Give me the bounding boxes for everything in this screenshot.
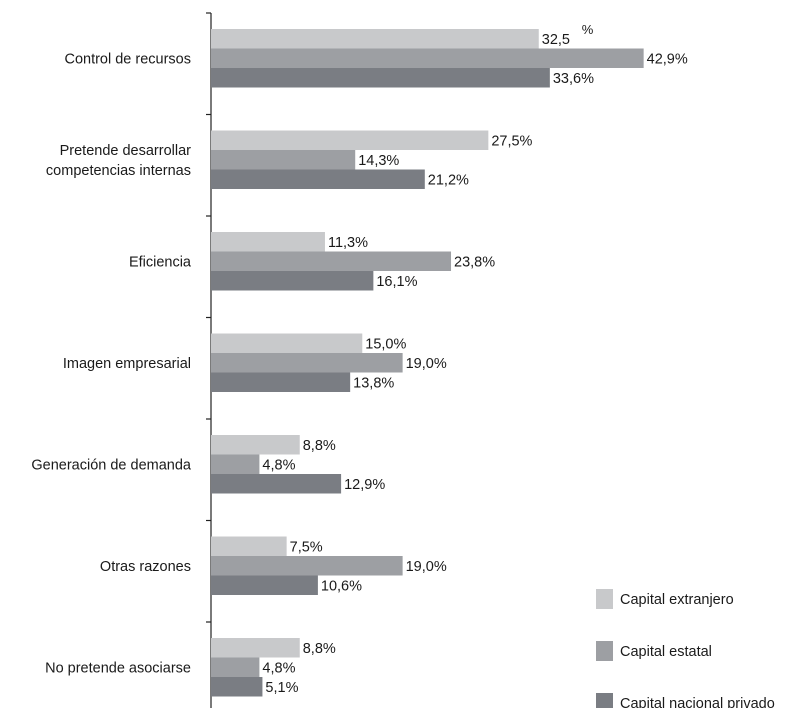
- category-axis: [206, 12, 212, 708]
- data-label: 12,9%: [344, 477, 385, 493]
- data-label: 4,8%: [262, 660, 295, 676]
- bar: [211, 575, 318, 595]
- bar: [211, 169, 425, 189]
- bar: [211, 372, 351, 392]
- legend-swatch: [596, 693, 613, 708]
- legend-label: Capital extranjero: [620, 592, 734, 608]
- category-labels: Control de recursos Pretende desarrollar c…: [31, 51, 192, 676]
- data-label: 19,0%: [406, 559, 447, 575]
- data-label: 14,3%: [358, 153, 399, 169]
- bar: [211, 638, 300, 658]
- bar: [211, 251, 452, 271]
- category-label: Generación de demanda: [31, 457, 192, 473]
- data-label: 13,8%: [353, 375, 394, 391]
- bar: [211, 677, 263, 697]
- data-label: 19,0%: [406, 356, 447, 372]
- category-label: No pretende asociarse: [45, 660, 191, 676]
- bar: [211, 150, 356, 170]
- category-label: Imagen empresarial: [63, 356, 191, 372]
- bar: [211, 130, 489, 150]
- data-label: 27,5%: [491, 133, 532, 149]
- data-label: 21,2%: [428, 172, 469, 188]
- data-label: 4,8%: [262, 457, 295, 473]
- legend-swatch: [596, 641, 613, 661]
- legend-label: Capital estatal: [620, 644, 712, 660]
- bar: [211, 657, 260, 677]
- legend-swatch: [596, 589, 613, 609]
- category-label: Pretende desarrollar: [60, 143, 192, 159]
- bar: [211, 68, 550, 88]
- data-label: 8,8%: [303, 438, 336, 454]
- legend-label: Capital nacional privado: [620, 696, 775, 708]
- category-label: Eficiencia: [129, 254, 192, 270]
- data-label: 42,9%: [647, 51, 688, 67]
- bars-group: 32,5 42,9% 33,6% 27,5% 14,3% 21,2% 11,3% 23,8% 1…: [211, 22, 688, 697]
- data-label: 5,1%: [265, 680, 298, 696]
- bar: [211, 435, 300, 455]
- bar: [211, 536, 287, 556]
- data-label: 7,5%: [290, 539, 323, 555]
- data-label: 32,5: [542, 32, 570, 48]
- bar: [211, 29, 539, 49]
- data-label: 23,8%: [454, 254, 495, 270]
- category-label: competencias internas: [46, 163, 191, 179]
- unit-annotation: %: [582, 22, 594, 37]
- data-label: 16,1%: [376, 274, 417, 290]
- bar: [211, 48, 644, 68]
- bar: [211, 556, 403, 576]
- bar: [211, 353, 403, 373]
- category-label: Otras razones: [100, 559, 191, 575]
- bar: [211, 454, 260, 474]
- data-label: 33,6%: [553, 71, 594, 87]
- bar: [211, 232, 325, 252]
- data-label: 11,3%: [328, 235, 368, 251]
- data-label: 10,6%: [321, 578, 362, 594]
- bar: [211, 271, 374, 291]
- category-label: Control de recursos: [64, 51, 191, 67]
- data-label: 15,0%: [365, 336, 406, 352]
- data-label: 8,8%: [303, 641, 336, 657]
- bar: [211, 474, 342, 494]
- bar: [211, 333, 363, 353]
- legend: Capital extranjero Capital estatal Capital…: [596, 589, 775, 708]
